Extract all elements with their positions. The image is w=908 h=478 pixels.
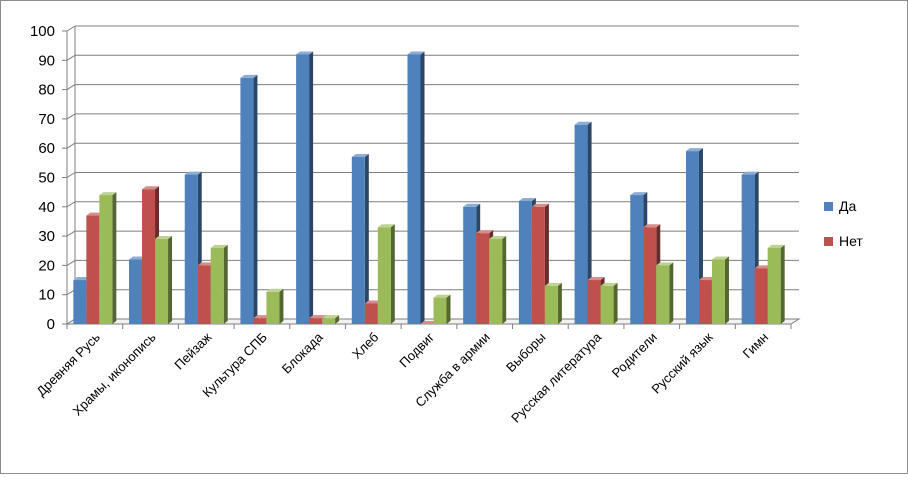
bar bbox=[99, 192, 117, 324]
bar bbox=[377, 224, 395, 324]
gridline-side bbox=[66, 230, 76, 237]
y-tick-label: 0 bbox=[47, 316, 55, 333]
bar bbox=[240, 74, 258, 324]
bar bbox=[600, 282, 618, 324]
y-tick-label: 70 bbox=[38, 111, 55, 128]
bar bbox=[155, 236, 173, 324]
gridline-side bbox=[66, 259, 76, 266]
category-label: Подвиг bbox=[396, 329, 437, 370]
bar bbox=[296, 51, 314, 324]
legend: Да Нет bbox=[824, 198, 863, 249]
y-tick-label: 50 bbox=[38, 170, 55, 187]
y-tick-label: 60 bbox=[38, 140, 55, 157]
category-label: Пейзаж bbox=[171, 329, 214, 372]
bar bbox=[266, 288, 284, 324]
category-label: Родители bbox=[609, 330, 660, 381]
y-tick-label: 30 bbox=[38, 228, 55, 245]
legend-swatch bbox=[824, 237, 833, 246]
bar bbox=[656, 262, 674, 324]
gridline-side bbox=[66, 142, 76, 149]
y-tick-labels: 0 10 20 30 40 50 60 70 80 90 100 bbox=[30, 23, 55, 333]
gridline-side bbox=[66, 84, 76, 91]
gridline-side bbox=[66, 54, 76, 61]
bar bbox=[433, 294, 451, 324]
bar bbox=[407, 51, 425, 324]
bar bbox=[351, 153, 369, 324]
legend-swatch bbox=[824, 202, 833, 211]
category-label: Хлеб bbox=[349, 330, 381, 362]
gridline-side bbox=[66, 113, 76, 120]
bar bbox=[210, 244, 228, 324]
gridline-side bbox=[66, 201, 76, 208]
bar bbox=[574, 121, 592, 324]
category-label: Блокада bbox=[279, 329, 326, 376]
category-label: Гимн bbox=[740, 330, 772, 362]
bar bbox=[322, 315, 340, 324]
legend-item: Нет bbox=[824, 233, 863, 249]
gridline-side bbox=[66, 25, 76, 32]
bar bbox=[489, 236, 507, 324]
bar bbox=[420, 321, 438, 324]
y-tick-label: 40 bbox=[38, 199, 55, 216]
legend-label: Нет bbox=[839, 233, 863, 249]
y-tick-label: 20 bbox=[38, 257, 55, 274]
y-tick-label: 100 bbox=[30, 23, 55, 40]
bars bbox=[73, 51, 785, 324]
bar bbox=[767, 244, 785, 324]
legend-label: Да bbox=[839, 198, 856, 214]
y-tick-label: 80 bbox=[38, 82, 55, 99]
bar bbox=[544, 282, 562, 324]
gridline-side bbox=[66, 172, 76, 178]
y-tick-label: 90 bbox=[38, 52, 55, 69]
y-tick-label: 10 bbox=[38, 287, 55, 304]
legend-item: Да bbox=[824, 198, 856, 214]
category-label: Выборы bbox=[503, 330, 548, 375]
bar bbox=[711, 256, 729, 324]
